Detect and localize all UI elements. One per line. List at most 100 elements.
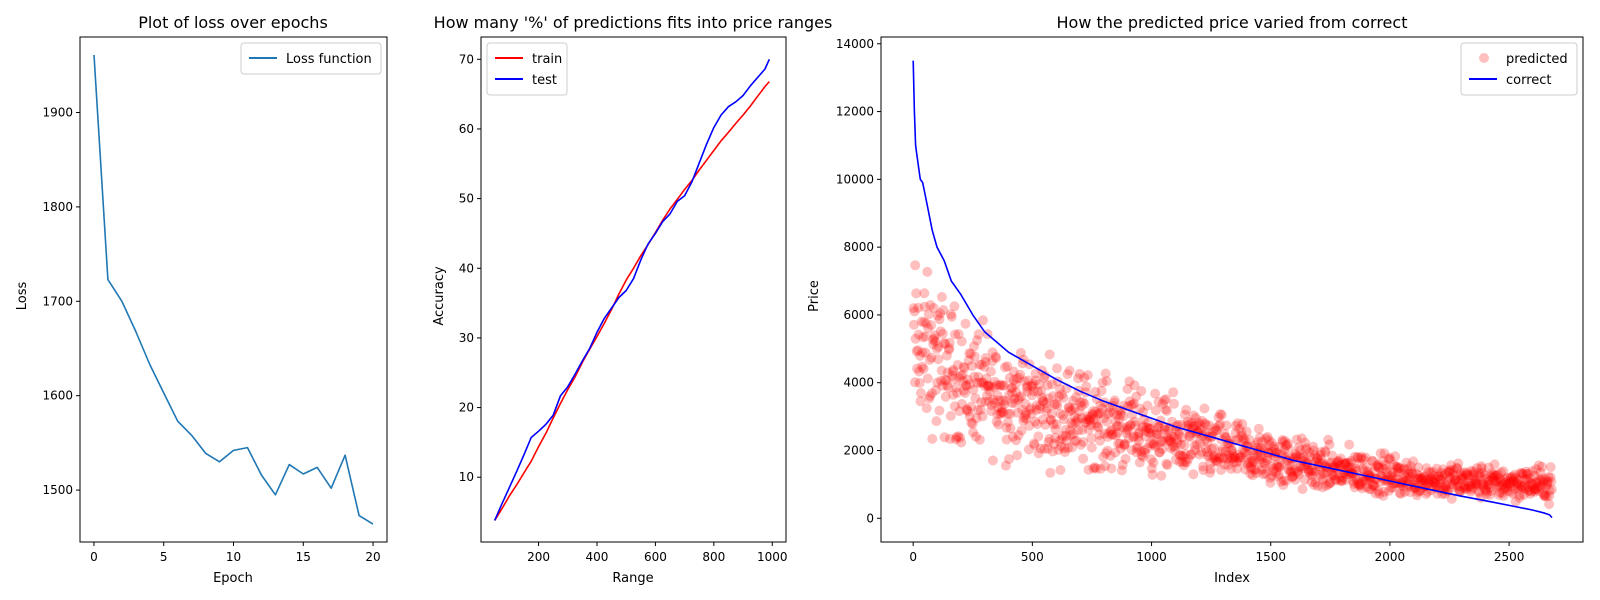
- predicted-point: [1043, 393, 1054, 404]
- predicted-point: [939, 338, 949, 349]
- predicted-point: [1265, 472, 1275, 483]
- predicted-point: [917, 332, 928, 343]
- predicted-point: [1317, 482, 1328, 493]
- predicted-point: [1238, 433, 1249, 444]
- predicted-point: [1531, 464, 1542, 475]
- predicted-point: [1536, 481, 1547, 492]
- predicted-point: [1150, 441, 1161, 452]
- predicted-point: [1180, 456, 1191, 467]
- predicted-point: [1336, 476, 1347, 487]
- predicted-point: [1092, 421, 1103, 432]
- predicted-point: [1321, 467, 1332, 477]
- predicted-point: [1487, 473, 1498, 484]
- predicted-point: [1536, 461, 1547, 472]
- predicted-point: [1060, 424, 1071, 435]
- predicted-point: [1428, 470, 1439, 481]
- predicted-point: [1236, 431, 1247, 442]
- predicted-point: [1071, 392, 1082, 403]
- predicted-point: [914, 366, 925, 377]
- predicted-point: [1392, 461, 1403, 472]
- predicted-point: [1544, 499, 1555, 510]
- predicted-point: [1133, 428, 1144, 439]
- predicted-point: [1325, 477, 1336, 488]
- predicted-point: [1082, 414, 1092, 425]
- predicted-point: [1337, 475, 1347, 486]
- predicted-point: [1439, 468, 1450, 479]
- predicted-point: [1426, 474, 1437, 485]
- predicted-point: [931, 343, 942, 354]
- predicted-point: [1026, 408, 1037, 419]
- predicted-point: [1015, 369, 1026, 380]
- predicted-point: [1234, 423, 1245, 434]
- y-tick-label: 2000: [843, 443, 874, 457]
- predicted-point: [1397, 464, 1408, 475]
- predicted-point: [1470, 478, 1481, 489]
- predicted-point: [1137, 422, 1148, 433]
- predicted-point: [1228, 453, 1239, 464]
- predicted-point: [1314, 465, 1325, 476]
- predicted-point: [1538, 476, 1548, 487]
- predicted-point: [947, 370, 958, 381]
- predicted-point: [1047, 446, 1058, 457]
- predicted-point: [1229, 457, 1239, 468]
- predicted-point: [1342, 465, 1353, 476]
- predicted-point: [1264, 440, 1275, 451]
- predicted-point: [1199, 418, 1210, 429]
- predicted-point: [1260, 468, 1271, 479]
- accuracy-chart-ylabel: Accuracy: [432, 266, 447, 326]
- predicted-point: [1135, 403, 1146, 414]
- predicted-point: [1436, 467, 1446, 478]
- predicted-point: [1257, 436, 1268, 447]
- predicted-point: [937, 328, 948, 339]
- predicted-point: [1421, 489, 1432, 500]
- predicted-point: [1153, 422, 1164, 432]
- predicted-point: [1128, 432, 1139, 443]
- predicted-point: [1174, 449, 1185, 460]
- predicted-point: [1541, 482, 1552, 493]
- predicted-point: [1353, 479, 1364, 490]
- predicted-point: [1189, 421, 1200, 432]
- predicted-point: [1392, 463, 1403, 474]
- predicted-point: [1526, 486, 1537, 497]
- predicted-point: [1052, 363, 1062, 374]
- predicted-point: [1506, 486, 1517, 497]
- predicted-point: [1070, 417, 1081, 428]
- predicted-point: [1000, 362, 1010, 373]
- predicted-point: [1119, 439, 1130, 450]
- predicted-point: [1459, 480, 1470, 491]
- predicted-point: [1518, 489, 1529, 500]
- predicted-point: [1514, 480, 1524, 491]
- predicted-point: [1243, 449, 1254, 460]
- predicted-point: [1455, 467, 1466, 478]
- predicted-point: [1110, 447, 1121, 458]
- predicted-point: [1399, 487, 1410, 497]
- predicted-point: [1362, 466, 1373, 477]
- predicted-point: [1310, 477, 1321, 488]
- predicted-point: [1473, 486, 1484, 497]
- predicted-point: [1085, 420, 1096, 431]
- predicted-point: [1369, 481, 1380, 492]
- predicted-point: [1378, 490, 1389, 501]
- predicted-point: [1332, 457, 1343, 468]
- predicted-point: [1021, 382, 1032, 393]
- predicted-point: [1380, 460, 1391, 471]
- predicted-point: [1497, 488, 1508, 498]
- x-tick-label: 2500: [1494, 550, 1525, 564]
- predicted-point: [1524, 473, 1535, 484]
- accuracy-chart-xlabel: Range: [612, 571, 653, 586]
- predicted-point: [1303, 465, 1314, 476]
- y-tick-label: 60: [459, 122, 474, 136]
- predicted-point: [1303, 464, 1313, 475]
- predicted-point: [960, 318, 971, 329]
- predicted-point: [1200, 443, 1211, 454]
- predicted-point: [1029, 440, 1040, 450]
- predicted-point: [915, 396, 926, 407]
- predicted-point: [1237, 419, 1248, 429]
- predicted-point: [1302, 457, 1313, 468]
- predicted-point: [1530, 484, 1541, 495]
- predicted-point: [1400, 472, 1411, 483]
- predicted-point: [1074, 406, 1085, 417]
- predicted-point: [936, 375, 947, 386]
- predicted-point: [923, 309, 934, 320]
